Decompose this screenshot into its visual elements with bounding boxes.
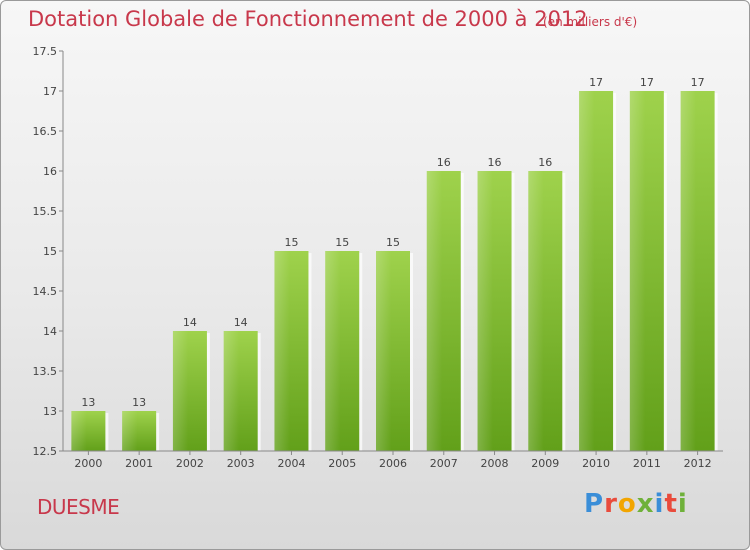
bar-value-label: 14 [234, 316, 248, 329]
y-tick-label: 15 [43, 245, 57, 258]
logo-letter: r [604, 489, 618, 519]
bar-highlight [325, 251, 341, 451]
bar-highlight [680, 91, 696, 451]
logo-letter: i [654, 489, 665, 519]
bar-highlight [376, 251, 392, 451]
bar-value-label: 17 [691, 76, 705, 89]
bar-value-label: 15 [386, 236, 400, 249]
bar-highlight [71, 411, 87, 451]
bar-highlight [528, 171, 544, 451]
y-tick-label: 13 [43, 405, 57, 418]
bar-value-label: 13 [81, 396, 95, 409]
chart-subtitle: (en milliers d'€) [543, 15, 638, 29]
bar-highlight [477, 171, 493, 451]
chart-title: Dotation Globale de Fonctionnement de 20… [28, 7, 588, 31]
logo-letter: i [677, 489, 688, 519]
bar-value-label: 14 [183, 316, 197, 329]
x-tick-label: 2008 [481, 457, 509, 470]
bar-highlight [579, 91, 595, 451]
x-tick-label: 2003 [227, 457, 255, 470]
commune-name: DUESME [37, 495, 120, 519]
bar-value-label: 16 [538, 156, 552, 169]
bar-highlight [172, 331, 189, 451]
x-tick-label: 2007 [430, 457, 458, 470]
bar-value-label: 13 [132, 396, 146, 409]
y-tick-label: 16 [43, 165, 57, 178]
logo-letter: P [584, 489, 605, 519]
bar-value-label: 15 [335, 236, 349, 249]
logo-letter: t [664, 489, 678, 519]
x-tick-label: 2010 [582, 457, 610, 470]
bar-value-label: 15 [284, 236, 298, 249]
bar-value-label: 16 [437, 156, 451, 169]
x-tick-label: 2012 [684, 457, 712, 470]
bar-highlight [223, 331, 239, 451]
bar-highlight [274, 251, 290, 451]
x-tick-label: 2006 [379, 457, 407, 470]
x-tick-label: 2000 [74, 457, 102, 470]
bar-value-label: 17 [589, 76, 603, 89]
y-tick-label: 16.5 [33, 125, 58, 138]
y-tick-label: 13.5 [33, 365, 58, 378]
bar-highlight [426, 171, 443, 451]
y-tick-label: 14 [43, 325, 57, 338]
bar-highlight [122, 411, 138, 451]
bar-highlight [629, 91, 646, 451]
y-tick-label: 12.5 [33, 445, 58, 458]
bar-value-label: 16 [488, 156, 502, 169]
proxiti-logo[interactable]: Proxiti [584, 489, 688, 519]
bar-value-label: 17 [640, 76, 654, 89]
logo-letter: o [617, 489, 637, 519]
y-tick-label: 17.5 [33, 45, 58, 58]
y-tick-label: 14.5 [33, 285, 58, 298]
x-tick-label: 2001 [125, 457, 153, 470]
y-tick-label: 17 [43, 85, 57, 98]
y-tick-label: 15.5 [33, 205, 58, 218]
x-tick-label: 2004 [277, 457, 305, 470]
x-tick-label: 2005 [328, 457, 356, 470]
x-tick-label: 2002 [176, 457, 204, 470]
x-tick-label: 2011 [633, 457, 661, 470]
logo-letter: x [636, 489, 655, 519]
x-tick-label: 2009 [531, 457, 559, 470]
